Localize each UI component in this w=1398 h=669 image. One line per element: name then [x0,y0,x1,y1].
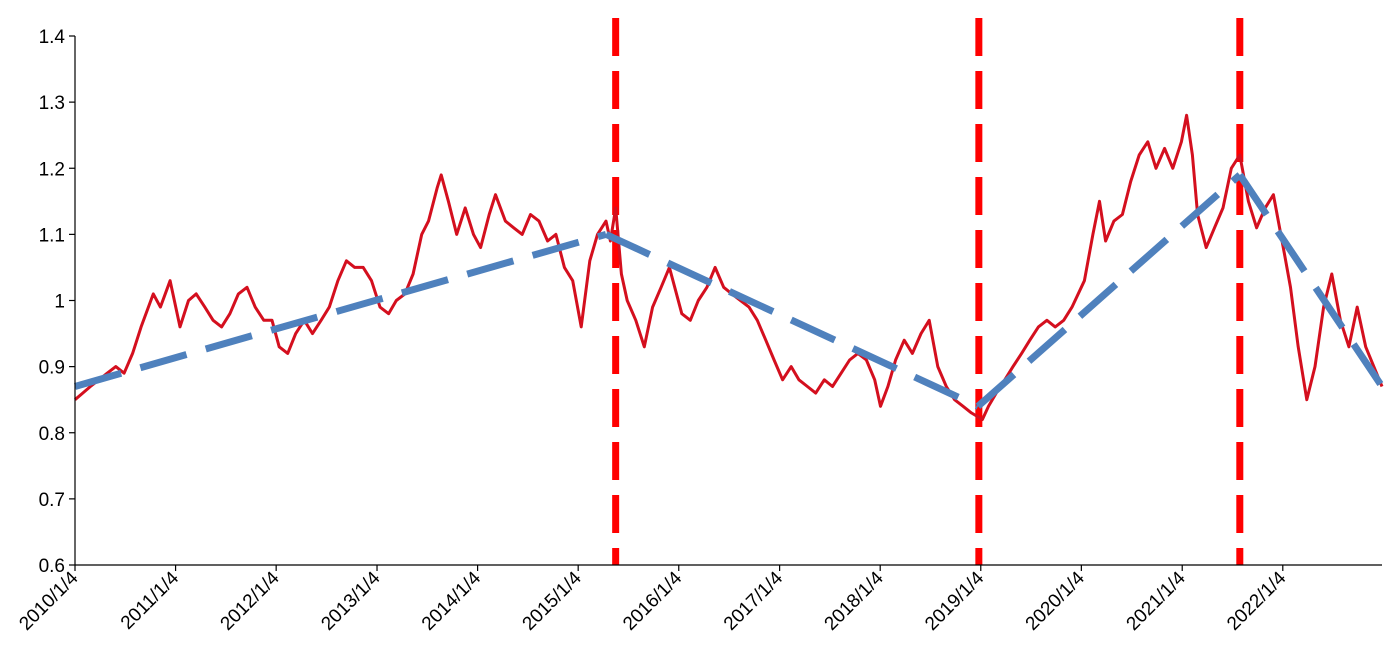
y-axis-ticks: 0.6 0.7 0.8 0.9 1 1.1 1.2 1.3 1.4 [39,27,75,577]
y-tick-label: 0.8 [39,424,65,445]
trend-segment-2 [604,231,980,410]
x-tick-label: 2019/1/4 [921,567,988,634]
y-tick-label: 1.2 [39,159,65,180]
y-tick-label: 0.6 [39,556,65,577]
x-tick-label: 2017/1/4 [720,567,787,634]
x-tick-label: 2018/1/4 [821,567,888,634]
x-tick-label: 2020/1/4 [1022,567,1089,634]
trend-segment-1 [74,231,607,390]
x-tick-label: 2021/1/4 [1123,567,1190,634]
trend-line-layer [74,172,1385,410]
trend-segment-4 [1236,172,1385,389]
x-tick-label: 2010/1/4 [15,567,82,634]
x-tick-label: 2015/1/4 [519,567,586,634]
y-tick-label: 1.4 [39,27,66,48]
x-tick-label: 2011/1/4 [117,567,183,633]
x-tick-label: 2022/1/4 [1223,567,1290,634]
x-tick-label: 2012/1/4 [217,567,284,634]
vertical-marker-lines [612,18,1244,565]
series-line-1 [74,113,1384,421]
y-tick-label: 1.1 [39,225,65,246]
x-tick-label: 2013/1/4 [317,567,384,634]
x-axis-ticks: 2010/1/4 2011/1/4 2012/1/4 2013/1/4 2014/1/4… [15,565,1291,635]
x-tick-label: 2016/1/4 [619,567,686,634]
y-tick-label: 0.7 [39,490,65,511]
series-layer [74,113,1384,421]
y-tick-label: 1 [54,292,65,313]
y-tick-label: 1.3 [39,93,65,114]
trend-segment-3 [975,172,1243,409]
x-tick-label: 2014/1/4 [418,567,485,634]
y-tick-label: 0.9 [39,358,65,379]
